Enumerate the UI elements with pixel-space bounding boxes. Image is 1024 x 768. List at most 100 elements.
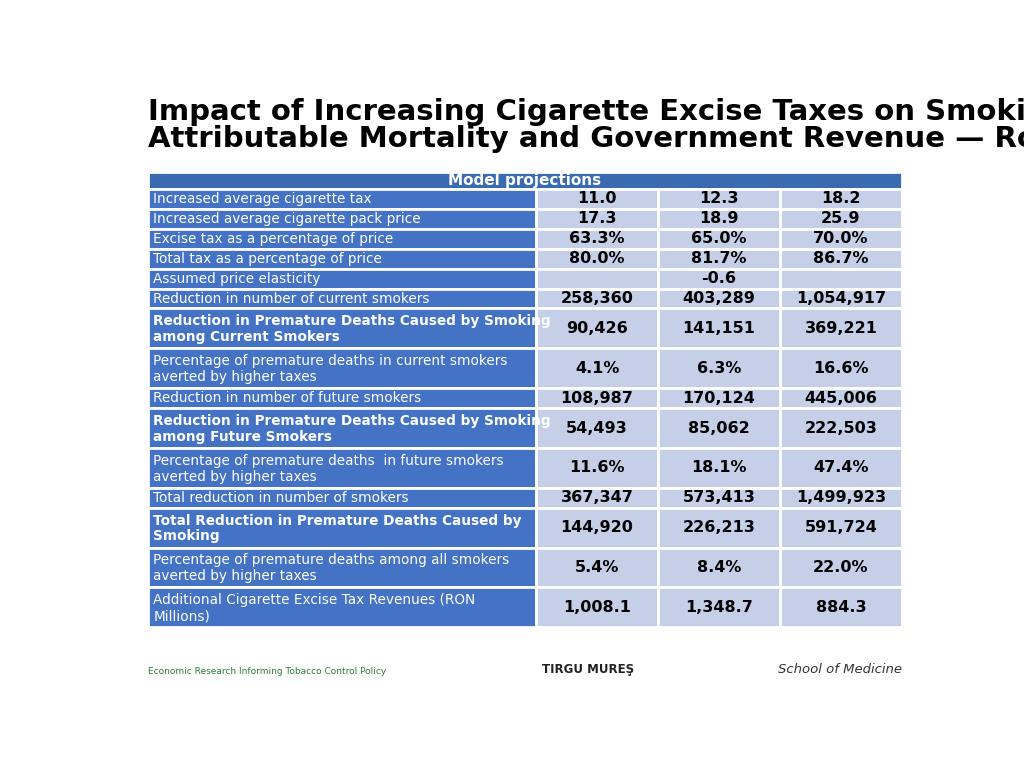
Text: averted by higher taxes: averted by higher taxes <box>154 569 317 584</box>
FancyBboxPatch shape <box>147 508 537 548</box>
Text: 5.4%: 5.4% <box>574 560 620 575</box>
Text: School of Medicine: School of Medicine <box>778 664 902 677</box>
Text: 170,124: 170,124 <box>683 391 756 406</box>
Text: Impact of Increasing Cigarette Excise Taxes on Smoking, Smoking-: Impact of Increasing Cigarette Excise Ta… <box>147 98 1024 126</box>
Text: Reduction in number of future smokers: Reduction in number of future smokers <box>154 391 422 406</box>
FancyBboxPatch shape <box>780 388 902 408</box>
Text: 65.0%: 65.0% <box>691 231 746 247</box>
Text: 86.7%: 86.7% <box>813 251 868 266</box>
Text: 144,920: 144,920 <box>560 520 634 535</box>
Text: Total tax as a percentage of price: Total tax as a percentage of price <box>154 252 382 266</box>
Text: 141,151: 141,151 <box>683 321 756 336</box>
FancyBboxPatch shape <box>780 408 902 448</box>
FancyBboxPatch shape <box>780 488 902 508</box>
FancyBboxPatch shape <box>537 548 658 588</box>
Text: 25.9: 25.9 <box>821 211 860 227</box>
Text: averted by higher taxes: averted by higher taxes <box>154 370 317 384</box>
FancyBboxPatch shape <box>537 408 658 448</box>
FancyBboxPatch shape <box>780 548 902 588</box>
FancyBboxPatch shape <box>658 408 780 448</box>
FancyBboxPatch shape <box>658 388 780 408</box>
Text: 54,493: 54,493 <box>566 421 628 435</box>
Text: 11.6%: 11.6% <box>569 461 625 475</box>
Text: -0.6: -0.6 <box>701 271 736 286</box>
Text: 1,348.7: 1,348.7 <box>685 600 753 615</box>
Text: Excise tax as a percentage of price: Excise tax as a percentage of price <box>154 232 393 246</box>
FancyBboxPatch shape <box>537 349 658 388</box>
FancyBboxPatch shape <box>147 189 537 209</box>
FancyBboxPatch shape <box>658 269 780 289</box>
FancyBboxPatch shape <box>147 249 537 269</box>
Text: 16.6%: 16.6% <box>813 361 868 376</box>
FancyBboxPatch shape <box>537 388 658 408</box>
FancyBboxPatch shape <box>537 508 658 548</box>
FancyBboxPatch shape <box>658 289 780 309</box>
Text: 90,426: 90,426 <box>566 321 628 336</box>
Text: 573,413: 573,413 <box>683 490 756 505</box>
Text: Percentage of premature deaths among all smokers: Percentage of premature deaths among all… <box>154 554 510 568</box>
Text: Percentage of premature deaths  in future smokers: Percentage of premature deaths in future… <box>154 454 504 468</box>
FancyBboxPatch shape <box>658 249 780 269</box>
FancyBboxPatch shape <box>147 588 537 627</box>
FancyBboxPatch shape <box>780 209 902 229</box>
Text: 18.9: 18.9 <box>699 211 738 227</box>
FancyBboxPatch shape <box>658 588 780 627</box>
FancyBboxPatch shape <box>147 488 537 508</box>
Text: 222,503: 222,503 <box>805 421 878 435</box>
FancyBboxPatch shape <box>147 448 537 488</box>
FancyBboxPatch shape <box>537 189 658 209</box>
FancyBboxPatch shape <box>780 289 902 309</box>
FancyBboxPatch shape <box>537 588 658 627</box>
Text: among Future Smokers: among Future Smokers <box>154 430 332 444</box>
Text: 85,062: 85,062 <box>688 421 750 435</box>
Text: Total reduction in number of smokers: Total reduction in number of smokers <box>154 491 409 505</box>
Text: Reduction in Premature Deaths Caused by Smoking: Reduction in Premature Deaths Caused by … <box>154 314 551 328</box>
FancyBboxPatch shape <box>537 448 658 488</box>
Text: 1,054,917: 1,054,917 <box>796 291 886 306</box>
Text: Increased average cigarette tax: Increased average cigarette tax <box>154 192 372 206</box>
Text: 591,724: 591,724 <box>805 520 878 535</box>
FancyBboxPatch shape <box>537 269 658 289</box>
Text: averted by higher taxes: averted by higher taxes <box>154 470 317 484</box>
Text: Model projections: Model projections <box>449 173 601 188</box>
FancyBboxPatch shape <box>147 548 537 588</box>
Text: 17.3: 17.3 <box>578 211 616 227</box>
Text: Increased average cigarette pack price: Increased average cigarette pack price <box>154 212 421 226</box>
Text: Economic Research Informing Tobacco Control Policy: Economic Research Informing Tobacco Cont… <box>147 667 386 677</box>
FancyBboxPatch shape <box>147 209 537 229</box>
FancyBboxPatch shape <box>658 488 780 508</box>
FancyBboxPatch shape <box>780 309 902 349</box>
FancyBboxPatch shape <box>147 289 537 309</box>
Text: Reduction in number of current smokers: Reduction in number of current smokers <box>154 292 430 306</box>
FancyBboxPatch shape <box>537 289 658 309</box>
Text: Additional Cigarette Excise Tax Revenues (RON: Additional Cigarette Excise Tax Revenues… <box>154 593 475 607</box>
FancyBboxPatch shape <box>658 209 780 229</box>
FancyBboxPatch shape <box>658 508 780 548</box>
Text: 258,360: 258,360 <box>560 291 634 306</box>
FancyBboxPatch shape <box>780 508 902 548</box>
FancyBboxPatch shape <box>780 269 902 289</box>
FancyBboxPatch shape <box>147 229 537 249</box>
FancyBboxPatch shape <box>658 229 780 249</box>
Text: 367,347: 367,347 <box>560 490 634 505</box>
FancyBboxPatch shape <box>780 448 902 488</box>
FancyBboxPatch shape <box>658 448 780 488</box>
Text: 8.4%: 8.4% <box>696 560 741 575</box>
FancyBboxPatch shape <box>658 548 780 588</box>
Text: 108,987: 108,987 <box>560 391 634 406</box>
FancyBboxPatch shape <box>658 349 780 388</box>
Text: 369,221: 369,221 <box>805 321 878 336</box>
Text: 445,006: 445,006 <box>805 391 878 406</box>
Text: 18.2: 18.2 <box>821 191 860 207</box>
FancyBboxPatch shape <box>658 309 780 349</box>
Text: 18.1%: 18.1% <box>691 461 746 475</box>
Text: 884.3: 884.3 <box>815 600 866 615</box>
Text: 6.3%: 6.3% <box>696 361 741 376</box>
Text: Millions): Millions) <box>154 609 210 623</box>
Text: 70.0%: 70.0% <box>813 231 868 247</box>
Text: 403,289: 403,289 <box>683 291 756 306</box>
Text: 63.3%: 63.3% <box>569 231 625 247</box>
FancyBboxPatch shape <box>780 189 902 209</box>
Text: 80.0%: 80.0% <box>569 251 625 266</box>
FancyBboxPatch shape <box>537 209 658 229</box>
